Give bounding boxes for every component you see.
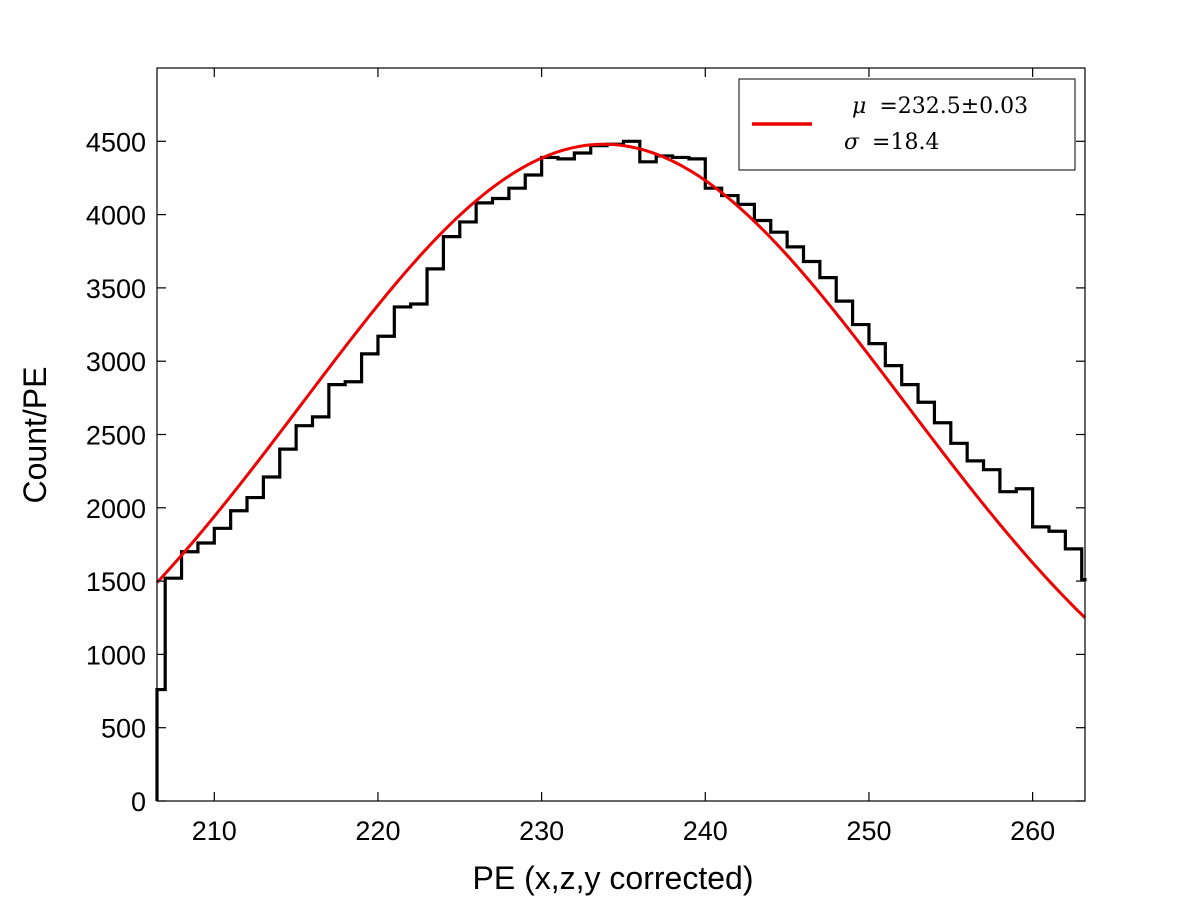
y-tick-label-3000: 3000 [86,347,146,377]
legend-mu-symbol: μ [852,94,866,119]
y-tick-label-4500: 4500 [86,127,146,157]
x-tick-label-260: 260 [1010,816,1055,846]
y-tick-label-3500: 3500 [86,274,146,304]
y-tick-label-4000: 4000 [86,201,146,231]
legend-mu-text: μ =232.5±0.03 [852,94,1028,119]
y-tick-label-2500: 2500 [86,421,146,451]
x-tick-label-240: 240 [683,816,728,846]
y-tick-label-0: 0 [131,787,146,817]
x-tick-label-220: 220 [355,816,400,846]
x-tick-label-210: 210 [192,816,237,846]
gaussian-fit-line-0 [157,144,1085,618]
x-tick-label-230: 230 [519,816,564,846]
y-tick-label-500: 500 [101,714,146,744]
plot-area [157,141,1085,801]
legend-sigma-symbol: σ [844,130,860,155]
legend-sigma-text: σ =18.4 [844,130,939,155]
histogram-steps [157,141,1085,801]
legend-mu-value: =232.5±0.03 [879,94,1028,119]
legend: μ =232.5±0.03 σ =18.4 [739,79,1075,170]
y-tick-label-1000: 1000 [86,640,146,670]
y-tick-label-2000: 2000 [86,494,146,524]
axis-ticks: 210 220 230 240 250 260 0 500 1000 1500 2000 2500 30… [86,68,1085,846]
y-tick-label-1500: 1500 [86,567,146,597]
x-tick-label-250: 250 [846,816,891,846]
legend-sigma-value: =18.4 [872,130,939,155]
y-axis-label: Count/PE [17,367,53,504]
x-axis-label: PE (x,z,y corrected) [473,860,754,896]
